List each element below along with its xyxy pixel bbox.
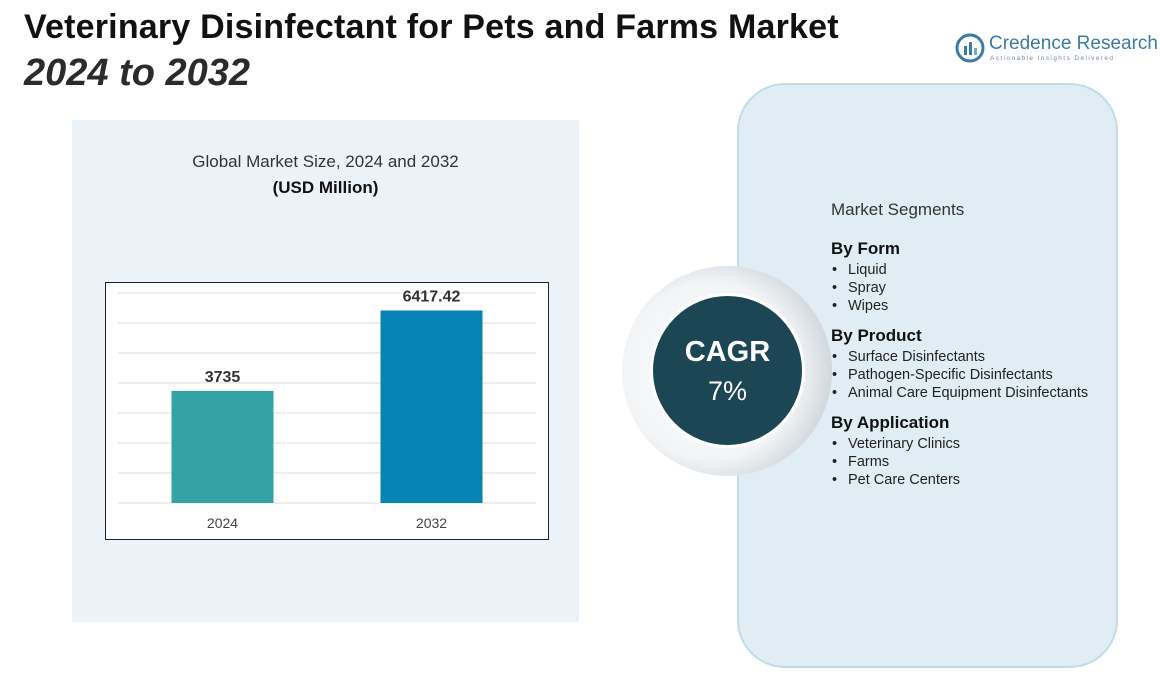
data-label-2024: 3735 — [205, 369, 241, 386]
segments-list: Market Segments By FormLiquidSprayWipesB… — [831, 200, 1101, 500]
segment-item: Surface Disinfectants — [831, 348, 1101, 366]
segment-group-application: By Application Veterinary ClinicsFarmsPet… — [831, 413, 1101, 489]
cagr-value: 7% — [707, 376, 748, 406]
segment-item: Animal Care Equipment Disinfectants — [831, 384, 1101, 402]
segment-group-title: By Application — [831, 413, 950, 432]
data-label-2032: 6417.42 — [403, 288, 461, 305]
segments-heading: Market Segments — [831, 200, 965, 219]
segment-group-form: By Form LiquidSprayWipes — [831, 239, 1101, 315]
segment-item: Veterinary Clinics — [831, 435, 1101, 453]
chart-title: Global Market Size, 2024 and 2032 — [192, 152, 459, 171]
segment-group-title: By Product — [831, 326, 922, 345]
logo-tagline: Actionable Insights Delivered — [990, 55, 1115, 62]
segment-item: Wipes — [831, 297, 1101, 315]
page-title: Veterinary Disinfectant for Pets and Far… — [24, 8, 839, 46]
segment-item: Spray — [831, 279, 1101, 297]
credence-logo-icon — [955, 33, 985, 63]
segment-item: Pet Care Centers — [831, 471, 1101, 489]
x-tick-label-2024: 2024 — [207, 515, 238, 531]
segment-group-title: By Form — [831, 239, 900, 258]
credence-logo: Credence Research Actionable Insights De… — [955, 33, 1158, 67]
x-tick-label-2032: 2032 — [416, 515, 447, 531]
bar-2024 — [171, 390, 274, 503]
cagr-label: CAGR — [684, 336, 771, 368]
logo-name: Credence Research — [989, 33, 1158, 54]
page-subtitle-years: 2024 to 2032 — [24, 52, 251, 94]
bar-chart: 3735 2024 6417.42 2032 — [118, 288, 536, 531]
segment-item: Liquid — [831, 261, 1101, 279]
chart-unit-label: (USD Million) — [272, 178, 379, 197]
chart-plot-area: 3735 2024 6417.42 2032 — [105, 282, 549, 540]
market-size-chart-panel: Global Market Size, 2024 and 2032 (USD M… — [72, 120, 579, 622]
segment-item: Pathogen-Specific Disinfectants — [831, 366, 1101, 384]
cagr-badge: CAGR 7% — [650, 293, 805, 448]
segment-item: Farms — [831, 453, 1101, 471]
bar-2032 — [380, 310, 483, 503]
segment-group-product: By Product Surface DisinfectantsPathogen-… — [831, 326, 1101, 402]
